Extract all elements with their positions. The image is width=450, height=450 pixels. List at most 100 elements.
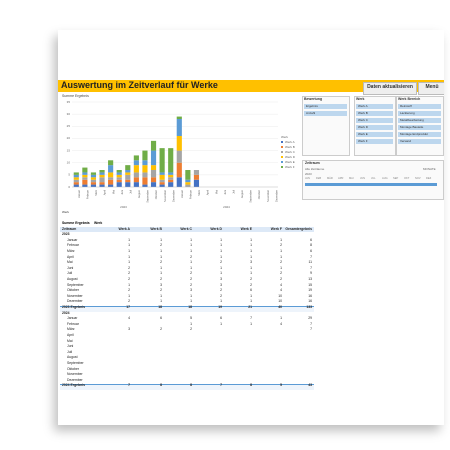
table-cell: 1 [190, 321, 192, 326]
total-row [60, 383, 314, 390]
bar-segment [142, 177, 148, 185]
slicer-item[interactable]: Lackierung [398, 111, 441, 116]
bar-segment [133, 172, 139, 178]
legend-swatch [281, 146, 283, 148]
bar-segment [90, 179, 97, 183]
table-cell: 19 [308, 288, 312, 293]
slicer-item[interactable]: Metallbearbeitung [398, 118, 441, 123]
row-label: Juli [67, 349, 73, 354]
bar-segment [193, 179, 200, 187]
table-cell: 2 [190, 277, 192, 281]
table-cell: 1 [128, 249, 130, 253]
column-header: Werk B [150, 226, 162, 231]
table-cell: 2 [160, 260, 162, 265]
slicer-item[interactable]: Ergebnis [304, 104, 347, 109]
legend-swatch [281, 141, 283, 143]
y-tick-label: 0 [68, 185, 70, 189]
slicer-title: Bewertung [304, 97, 323, 101]
table-cell: 1 [250, 243, 252, 248]
bar-segment [150, 150, 157, 166]
table-cell: 4 [280, 288, 282, 293]
table-cell: 1 [250, 254, 252, 259]
legend-label: Werk B [285, 145, 295, 149]
bar-segment [116, 170, 122, 173]
slicer-item[interactable]: Werk C [356, 118, 393, 123]
bar-segment [159, 184, 165, 187]
bar-segment [99, 182, 105, 185]
bar-segment [116, 182, 122, 187]
slicer-item[interactable]: Montage Endprodukt [398, 132, 441, 137]
bar-segment [159, 174, 165, 180]
row-label: März [67, 327, 75, 332]
timeline [302, 160, 444, 200]
slicer-item[interactable]: Montage Bauteile [398, 125, 441, 130]
column-header: Werk D [210, 226, 222, 231]
bar-segment [73, 172, 79, 175]
table-cell: 10 [278, 299, 282, 304]
row-label: September [67, 361, 84, 365]
table-cell: 2 [190, 254, 192, 259]
header-button[interactable]: Menü [418, 82, 444, 95]
table-cell: 2 [280, 271, 282, 276]
bar-segment [82, 177, 88, 180]
year-row: 2023 [62, 232, 70, 237]
table-cell: 1 [250, 265, 252, 270]
bar-segment [99, 170, 105, 173]
slicer-item[interactable]: Werk E [356, 132, 393, 137]
table-cell: 15 [308, 282, 312, 287]
timeline-month: MÄR [327, 177, 333, 180]
bar-segment [73, 174, 79, 178]
row-label: November [67, 372, 83, 377]
y-tick-label: 5 [68, 173, 70, 177]
x-tick-label: Juli [128, 190, 132, 194]
legend-label: Werk D [285, 155, 296, 159]
bar-segment [99, 172, 105, 175]
table-cell: 1 [190, 293, 192, 298]
table-cell: 1 [128, 282, 130, 287]
timeline-month: NOV [415, 177, 421, 180]
table-cell: 1 [220, 265, 222, 270]
table-cell: 1 [190, 260, 192, 265]
row-label: April [67, 333, 74, 337]
slicer-item[interactable]: Werk A [356, 104, 393, 109]
bar-segment [159, 182, 165, 185]
bar-segment [176, 119, 182, 136]
table-cell: 2 [128, 299, 130, 304]
slicer-item[interactable]: Werk B [356, 111, 393, 116]
total-cell: 8 [160, 383, 162, 388]
bar-segment [116, 177, 122, 180]
y-tick-label: 25 [67, 124, 71, 128]
legend-label: Werk C [285, 150, 296, 154]
slicer-item[interactable]: Anzahl [304, 111, 347, 116]
table-cell: 5 [190, 316, 192, 321]
slicer-item[interactable]: Werk D [356, 125, 393, 130]
slicer-item[interactable]: Reinstoff [398, 104, 441, 109]
timeline-bar [305, 183, 437, 186]
bar-segment [82, 184, 88, 187]
legend-label: Werk A [285, 140, 295, 144]
bar-segment [133, 182, 139, 187]
total-cell: 21 [248, 305, 252, 309]
bar-segment [150, 177, 157, 183]
table-cell: 1 [160, 249, 162, 253]
table-cell: 1 [128, 237, 130, 242]
table-cell: 6 [310, 237, 312, 242]
table-cell: 1 [128, 260, 130, 265]
bar-segment [125, 182, 131, 187]
table-cell: 6 [160, 316, 162, 321]
table-cell: 1 [220, 271, 222, 276]
slicer-item[interactable]: Werk F [356, 139, 393, 144]
header-button[interactable]: Daten aktualisieren [363, 82, 417, 95]
row-label: Juni [67, 344, 74, 349]
table-cell: 1 [220, 243, 222, 248]
total-cell: 7 [128, 383, 130, 388]
slicer-item[interactable]: Versand [398, 139, 441, 144]
timeline-month: JUL [371, 177, 376, 180]
table-cell: 2 [160, 243, 162, 248]
column-header: Gesamtergebnis [285, 226, 312, 231]
table-cell: 29 [308, 316, 312, 321]
timeline-month: OKT [404, 177, 410, 180]
table-cell: 1 [160, 254, 162, 259]
x-tick-label: Februar [189, 190, 193, 199]
bar-segment [125, 165, 131, 170]
